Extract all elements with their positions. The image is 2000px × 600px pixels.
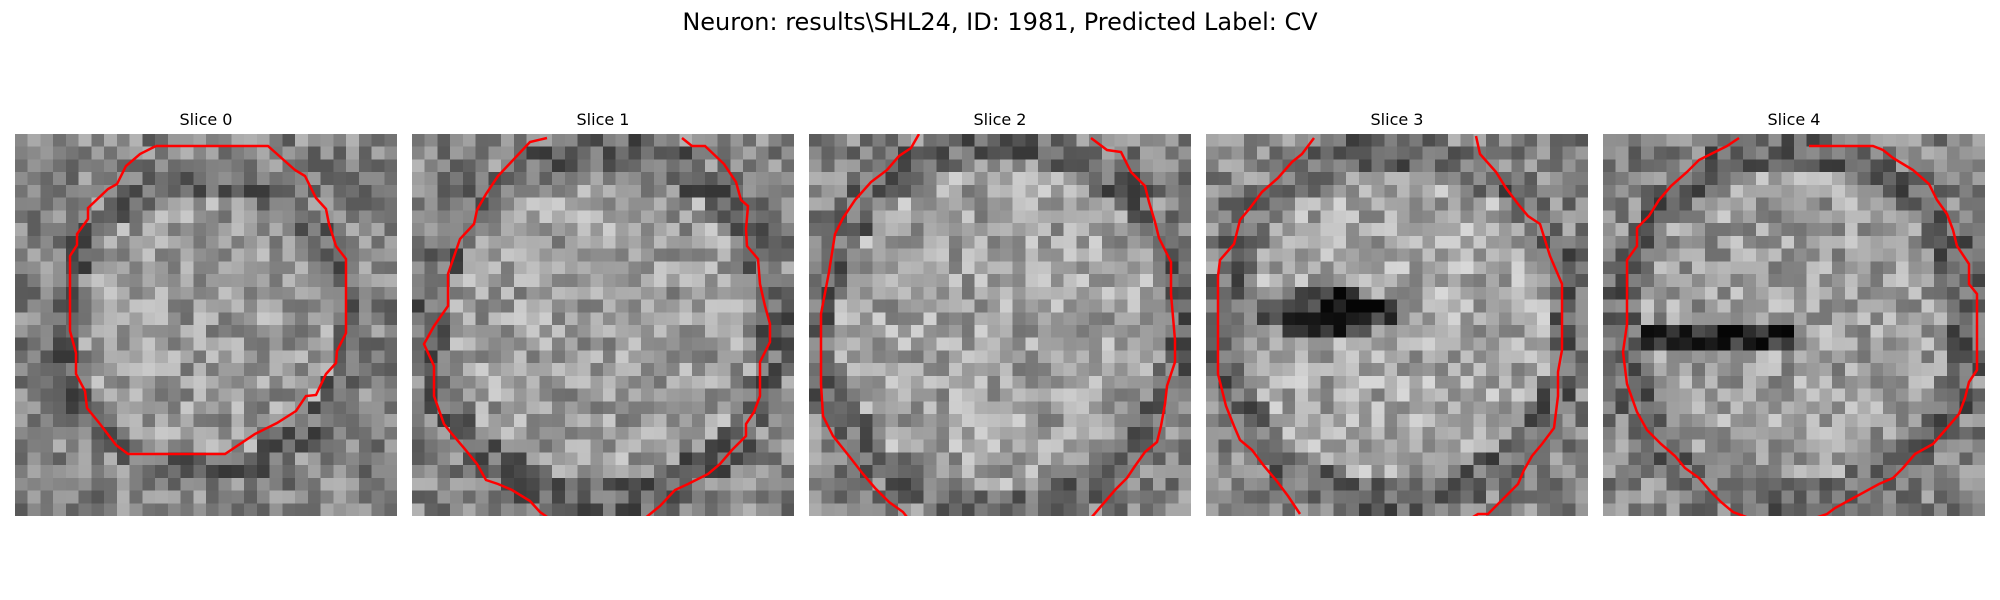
contour-4a <box>1621 136 1748 516</box>
slice-panel-0: Slice 0 <box>15 110 397 516</box>
slice-title-2: Slice 2 <box>973 110 1027 129</box>
contour-overlay-4 <box>1621 136 1979 516</box>
contour-overlay-0 <box>68 144 348 456</box>
contour-overlay-3 <box>1216 135 1564 516</box>
slice-title-4: Slice 4 <box>1767 110 1821 129</box>
slice-title-3: Slice 3 <box>1370 110 1424 129</box>
slice-title-0: Slice 0 <box>179 110 233 129</box>
slice-image-0 <box>15 134 397 516</box>
slice-image-3 <box>1206 134 1588 516</box>
contour-3a <box>1216 137 1315 515</box>
contour-2a <box>819 134 921 516</box>
slice-pixels-0 <box>15 134 397 516</box>
slice-image-1 <box>412 134 794 516</box>
slice-title-1: Slice 1 <box>576 110 630 129</box>
slice-panel-4: Slice 4 <box>1603 110 1985 516</box>
slice-image-4 <box>1603 134 1985 516</box>
slice-panel-1: Slice 1 <box>412 110 794 516</box>
contour-0 <box>68 144 348 456</box>
contour-4b <box>1809 144 1979 516</box>
contour-1a <box>422 136 548 516</box>
figure-title: Neuron: results\SHL24, ID: 1981, Predict… <box>682 8 1318 36</box>
slice-pixels-3 <box>1206 134 1588 516</box>
contour-overlay-2 <box>819 134 1177 516</box>
contour-3b <box>1472 135 1564 516</box>
slice-image-2 <box>809 134 1191 516</box>
slice-panel-3: Slice 3 <box>1206 110 1588 516</box>
contour-2b <box>1090 137 1177 516</box>
slice-pixels-2 <box>809 134 1191 516</box>
slice-panel-2: Slice 2 <box>809 110 1191 516</box>
contour-overlay-1 <box>422 136 772 516</box>
slice-pixels-4 <box>1603 134 1985 516</box>
contour-1b <box>645 137 772 516</box>
